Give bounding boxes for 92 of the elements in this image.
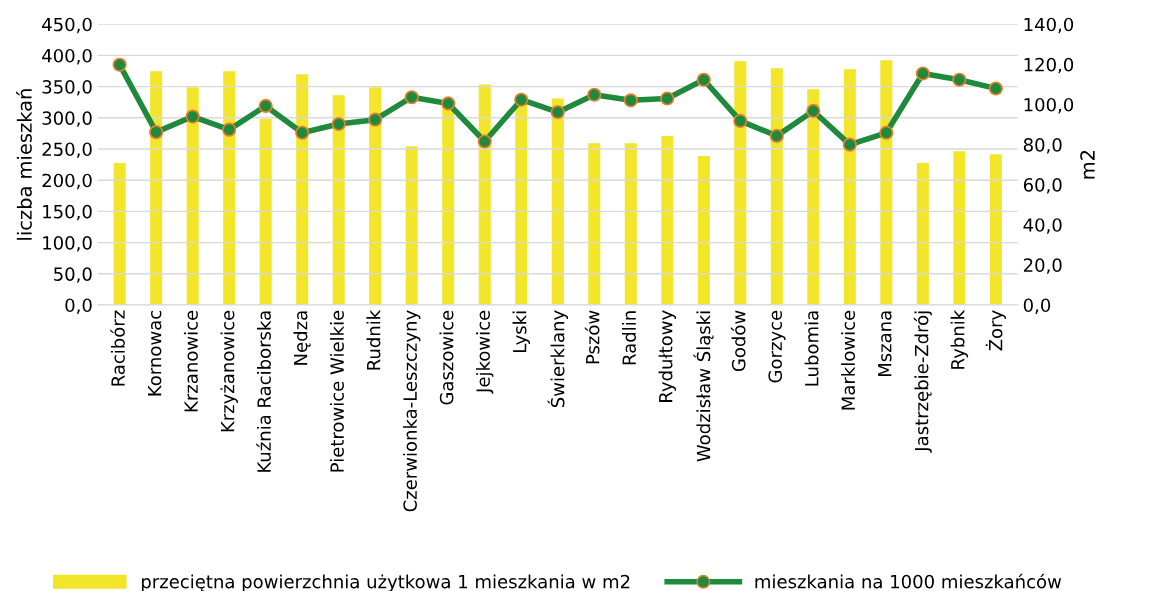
y2-axis-title: m2	[1080, 150, 1095, 179]
x-tick-label: Gorzyce	[768, 310, 786, 383]
y-tick-label: 350,0	[42, 80, 92, 96]
point	[368, 112, 383, 127]
point	[112, 57, 127, 72]
x-tick-label: Wodzisław Śląski	[693, 311, 714, 462]
x-tick-label: Lubomia	[804, 311, 819, 386]
legend-label: mieszkania na 1000 mieszkańców	[755, 573, 1062, 589]
y2-tick-label: 40,0	[1023, 218, 1062, 234]
point	[331, 116, 346, 132]
bar	[624, 143, 637, 305]
x-tick-label: Radlin	[622, 311, 636, 365]
x-tick-label: Krzanowice	[183, 310, 198, 412]
point	[149, 125, 164, 140]
point	[222, 122, 237, 137]
bar	[770, 68, 783, 305]
x-tick-label: Pszów	[584, 310, 600, 364]
x-tick-label: Pietrowice Wielkie	[329, 310, 344, 472]
x-tick-label: Jastrzębie-Zdrój	[913, 311, 932, 453]
y2-tick-label: 100,0	[1024, 97, 1074, 114]
x-tick-label: Godów	[730, 310, 746, 372]
x-tick-label: Jejkowice	[476, 310, 494, 394]
x-tick-label: Lyski	[512, 311, 530, 353]
bar	[259, 119, 272, 305]
point	[477, 134, 492, 149]
point	[623, 93, 638, 108]
x-tick-label: Krzyżanowice	[220, 310, 238, 432]
bar	[916, 162, 929, 305]
bar	[843, 69, 856, 305]
y-axis-title: liczba mieszkań	[16, 89, 32, 240]
bar	[953, 151, 966, 305]
y2-tick-label: 80,0	[1023, 138, 1062, 154]
point	[842, 137, 857, 152]
point	[696, 72, 711, 87]
point	[258, 98, 273, 114]
bar	[405, 146, 418, 305]
point	[733, 113, 748, 129]
point	[879, 125, 894, 140]
point	[514, 92, 529, 107]
bar	[186, 87, 199, 305]
point	[769, 128, 784, 143]
x-tick-label: Kuźnia Raciborska	[256, 311, 271, 472]
bar	[332, 95, 345, 305]
bar	[588, 143, 601, 305]
x-tick-label: Kornowac	[147, 310, 162, 396]
point	[915, 66, 930, 81]
point	[295, 125, 310, 140]
y-tick-label: 300,0	[42, 111, 92, 127]
bar	[551, 98, 564, 305]
point	[806, 103, 821, 119]
x-tick-label: Rudnik	[366, 309, 381, 370]
bar	[223, 71, 236, 305]
y-tick-label: 450,0	[42, 17, 92, 34]
bar	[989, 154, 1002, 305]
x-tick-label: Mszana	[878, 311, 892, 377]
y2-tick-label: 140,0	[1024, 17, 1074, 34]
bar	[661, 136, 674, 305]
x-tick-label: Marklowice	[841, 310, 856, 410]
x-tick-label: Rydułtowy	[658, 310, 677, 402]
point	[185, 109, 200, 124]
bar	[697, 155, 710, 305]
point	[952, 72, 967, 87]
point	[550, 105, 565, 120]
point	[404, 90, 419, 105]
y-tick-label: 100,0	[43, 236, 92, 252]
x-tick-label: Racibórz	[110, 310, 125, 386]
y-tick-label: 400,0	[42, 48, 92, 65]
point	[660, 91, 675, 106]
bar	[296, 74, 309, 305]
bar	[734, 61, 747, 305]
point	[441, 96, 456, 111]
bar	[113, 162, 126, 305]
x-tick-label: Świerklany	[547, 310, 568, 408]
x-tick-label: Nędza	[293, 311, 311, 365]
y-tick-label: 200,0	[42, 173, 92, 190]
y-tick-label: 0,0	[65, 298, 92, 314]
bar	[369, 87, 382, 305]
y2-tick-label: 0,0	[1023, 298, 1051, 314]
y-tick-label: 50,0	[54, 267, 92, 283]
y-tick-label: 150,0	[43, 204, 92, 221]
y2-tick-label: 20,0	[1023, 258, 1062, 274]
x-tick-label: Gaszowice	[439, 310, 454, 405]
bar	[880, 60, 893, 305]
legend-label: przeciętna powierzchnia użytkowa 1 mieszkania w m2	[141, 574, 630, 591]
y2-tick-label: 120,0	[1024, 57, 1074, 74]
x-tick-label: Czerwionka-Leszczyny	[402, 310, 421, 512]
point	[587, 87, 602, 102]
x-tick-label: Rybnik	[950, 309, 969, 369]
point	[988, 81, 1003, 96]
y2-tick-label: 60,0	[1023, 178, 1062, 194]
x-tick-label: Żory	[985, 310, 1006, 351]
y-tick-label: 250,0	[42, 142, 92, 158]
